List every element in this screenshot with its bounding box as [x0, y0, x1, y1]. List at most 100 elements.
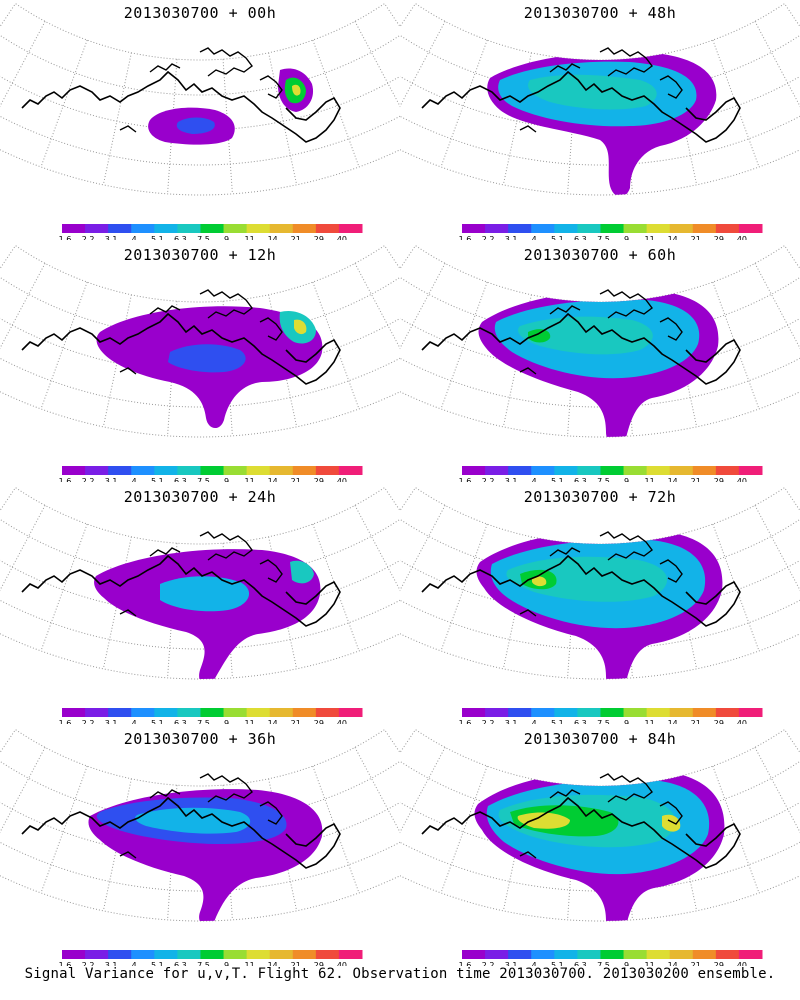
map: 1.6 2.2 3.1 4 5.1 6.3 7.5 9 11 14 21 29 40	[400, 486, 800, 724]
panel-84h: 2013030700 + 84h 1.6 2.2 3.1 4 5.1 6.3 7.5 9 11 1…	[400, 726, 800, 966]
colorbar-segment	[577, 224, 601, 233]
longitude-line	[312, 39, 360, 168]
colorbar-segment	[200, 466, 225, 475]
longitude-line	[712, 39, 760, 168]
colorbar-segment	[485, 708, 509, 717]
colorbar-segment	[338, 708, 363, 717]
panel-title: 2013030700 + 12h	[123, 246, 277, 264]
colorbar: 1.6 2.2 3.1 4 5.1 6.3 7.5 9 11 14 21 29 40	[459, 466, 763, 482]
colorbar-segment	[315, 466, 340, 475]
colorbar-segment	[508, 466, 532, 475]
colorbar-segment	[600, 708, 625, 717]
variance-contour	[506, 556, 668, 602]
colorbar-label: 1.6	[59, 719, 72, 724]
colorbar-label: 29	[314, 235, 324, 240]
colorbar-segment	[154, 950, 178, 959]
longitude-line	[440, 39, 488, 168]
colorbar-segment	[623, 466, 648, 475]
colorbar-label: 14	[268, 719, 278, 724]
colorbar-segment	[269, 708, 294, 717]
colorbar-label: 2.2	[82, 477, 95, 482]
colorbar-label: 11	[645, 235, 655, 240]
colorbar-label: 6.3	[174, 477, 187, 482]
colorbar-segment	[738, 224, 763, 233]
colorbar-segment	[600, 224, 625, 233]
colorbar-segment	[62, 950, 86, 959]
latitude-line	[0, 357, 400, 408]
colorbar-segment	[646, 708, 671, 717]
colorbar-label: 3.1	[105, 235, 118, 240]
colorbar-segment	[200, 950, 225, 959]
coastline	[21, 70, 341, 143]
panel-title: 2013030700 + 36h	[123, 730, 277, 748]
colorbar-segment	[200, 708, 225, 717]
colorbar-label: 29	[714, 477, 724, 482]
colorbar-label: 14	[668, 477, 678, 482]
colorbar-segment	[131, 950, 155, 959]
variance-field	[88, 789, 323, 921]
colorbar-segment	[623, 708, 648, 717]
colorbar: 1.6 2.2 3.1 4 5.1 6.3 7.5 9 11 14 21 29 40	[59, 950, 363, 966]
coastline	[119, 47, 283, 133]
colorbar-label: 5.1	[151, 719, 164, 724]
colorbar-segment	[154, 466, 178, 475]
variance-contour	[176, 117, 215, 134]
colorbar-segment	[531, 708, 555, 717]
colorbar-segment	[646, 224, 671, 233]
panel-24h: 2013030700 + 24h 1.6 2.2 3.1 4 5.1 6.3 7.5 9 11 1…	[0, 484, 400, 724]
colorbar-segment	[338, 466, 363, 475]
variance-contour	[94, 549, 321, 679]
colorbar-label: 3.1	[505, 961, 518, 966]
colorbar-segment	[154, 224, 178, 233]
colorbar-segment	[462, 708, 486, 717]
colorbar-label: 40	[737, 719, 747, 724]
colorbar-segment	[531, 224, 555, 233]
colorbar-label: 7.5	[197, 719, 210, 724]
panel-72h: 2013030700 + 72h 1.6 2.2 3.1 4 5.1 6.3 7.5 9 11 1…	[400, 484, 800, 724]
colorbar-segment	[292, 466, 317, 475]
colorbar-segment	[269, 466, 294, 475]
colorbar-segment	[246, 224, 271, 233]
variance-contour	[135, 807, 251, 834]
colorbar-segment	[623, 950, 648, 959]
colorbar-segment	[292, 708, 317, 717]
colorbar-label: 14	[268, 477, 278, 482]
coastline	[21, 554, 341, 627]
colorbar-label: 40	[737, 961, 747, 966]
colorbar-label: 5.1	[151, 477, 164, 482]
colorbar-segment	[223, 224, 248, 233]
colorbar-segment	[131, 708, 155, 717]
colorbar-segment	[485, 950, 509, 959]
colorbar-label: 11	[645, 961, 655, 966]
longitude-line	[712, 281, 760, 410]
colorbar: 1.6 2.2 3.1 4 5.1 6.3 7.5 9 11 14 21 29 40	[459, 708, 763, 724]
colorbar-label: 4	[532, 477, 537, 482]
colorbar-segment	[177, 466, 201, 475]
colorbar-label: 4	[532, 719, 537, 724]
variance-contour	[528, 329, 551, 343]
colorbar-segment	[715, 224, 740, 233]
colorbar-label: 14	[268, 235, 278, 240]
colorbar-segment	[508, 224, 532, 233]
variance-contour	[532, 576, 547, 587]
colorbar-segment	[554, 224, 578, 233]
colorbar-segment	[554, 466, 578, 475]
colorbar-segment	[531, 466, 555, 475]
colorbar-segment	[462, 950, 486, 959]
colorbar: 1.6 2.2 3.1 4 5.1 6.3 7.5 9 11 14 21 29 40	[59, 708, 363, 724]
coastlines	[421, 289, 741, 385]
colorbar-label: 29	[714, 235, 724, 240]
colorbar-segment	[85, 466, 109, 475]
colorbar-label: 4	[132, 235, 137, 240]
colorbar-label: 40	[337, 477, 347, 482]
panel-title: 2013030700 + 72h	[523, 488, 677, 506]
map: 1.6 2.2 3.1 4 5.1 6.3 7.5 9 11 14 21 29 40	[400, 2, 800, 240]
colorbar-label: 3.1	[505, 477, 518, 482]
panel-title: 2013030700 + 48h	[523, 4, 677, 22]
colorbar-label: 21	[691, 235, 701, 240]
coastline	[21, 312, 341, 385]
colorbar-label: 9	[224, 477, 229, 482]
coastline	[421, 796, 741, 869]
colorbar-segment	[554, 708, 578, 717]
colorbar-segment	[623, 224, 648, 233]
